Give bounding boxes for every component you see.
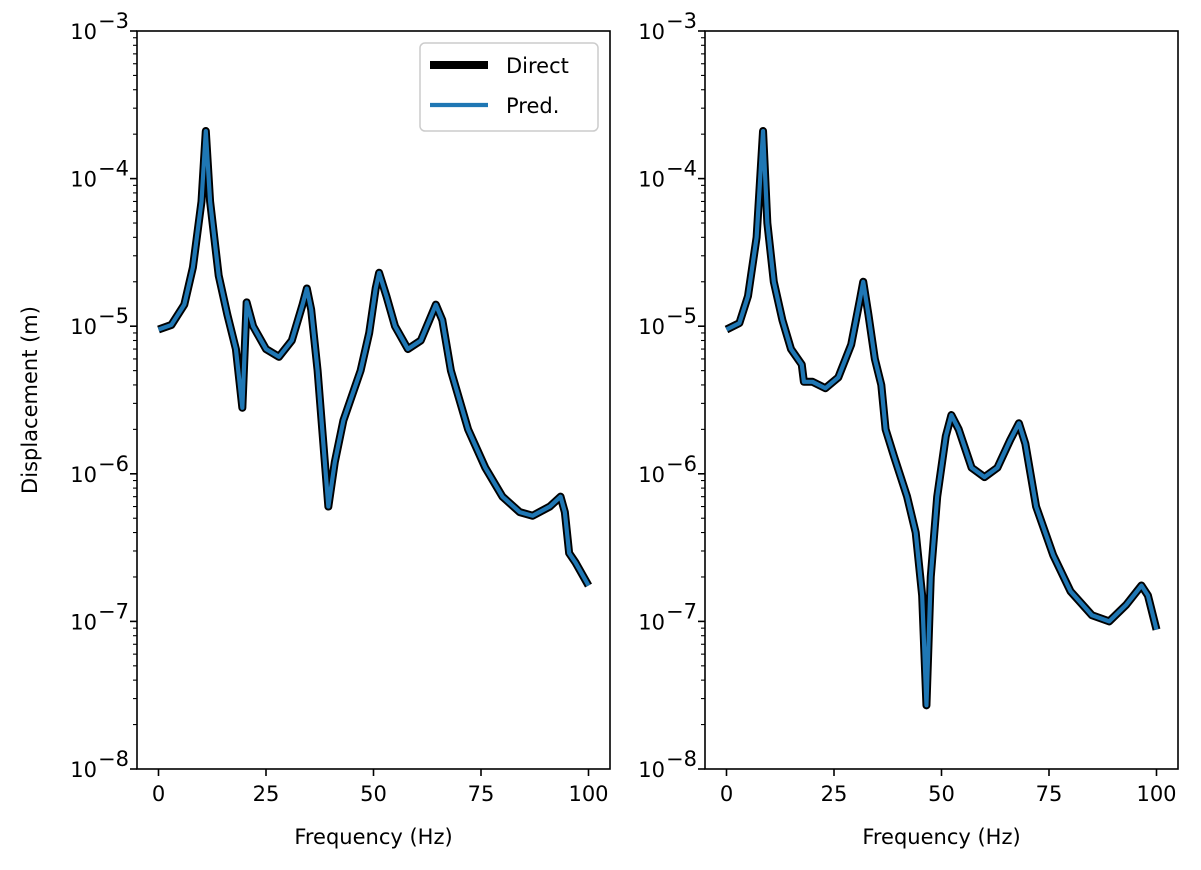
series-line-pred bbox=[725, 128, 1159, 708]
y-tick-exponent: −7 bbox=[98, 599, 129, 623]
y-tick-label: 10 bbox=[638, 168, 665, 192]
axes-frame bbox=[704, 30, 1179, 770]
x-axis-label: Frequency (Hz) bbox=[862, 825, 1020, 849]
y-tick-label: 10 bbox=[70, 20, 97, 44]
x-tick-label: 75 bbox=[468, 782, 495, 806]
y-tick-exponent: −7 bbox=[666, 599, 697, 623]
y-tick-exponent: −4 bbox=[666, 157, 697, 181]
y-tick-label: 10 bbox=[70, 315, 97, 339]
series-line-pred bbox=[157, 128, 591, 587]
legend: Direct Pred. bbox=[419, 42, 599, 132]
y-tick-exponent: −3 bbox=[98, 9, 129, 33]
x-tick-label: 50 bbox=[928, 782, 955, 806]
y-tick-exponent: −5 bbox=[666, 304, 697, 328]
y-tick-exponent: −8 bbox=[98, 747, 129, 771]
x-axis-label: Frequency (Hz) bbox=[294, 825, 452, 849]
y-tick-label: 10 bbox=[70, 610, 97, 634]
x-tick-label: 100 bbox=[1136, 782, 1176, 806]
legend-label: Pred. bbox=[506, 94, 559, 118]
y-tick-label: 10 bbox=[638, 610, 665, 634]
x-tick-label: 25 bbox=[253, 782, 280, 806]
x-tick-label: 100 bbox=[568, 782, 608, 806]
x-tick-label: 0 bbox=[152, 782, 165, 806]
legend-label: Direct bbox=[506, 54, 569, 78]
y-tick-exponent: −6 bbox=[98, 452, 129, 476]
y-tick-label: 10 bbox=[638, 758, 665, 782]
y-tick-exponent: −4 bbox=[98, 157, 129, 181]
y-tick-label: 10 bbox=[70, 758, 97, 782]
y-tick-label: 10 bbox=[638, 20, 665, 44]
x-tick-label: 0 bbox=[720, 782, 733, 806]
y-tick-label: 10 bbox=[638, 463, 665, 487]
y-axis-label: Displacement (m) bbox=[18, 306, 42, 494]
y-tick-label: 10 bbox=[638, 315, 665, 339]
series-line-direct bbox=[157, 127, 592, 588]
x-tick-label: 25 bbox=[821, 782, 848, 806]
y-tick-label: 10 bbox=[70, 168, 97, 192]
x-tick-label: 50 bbox=[360, 782, 387, 806]
y-tick-exponent: −6 bbox=[666, 452, 697, 476]
series-line-direct bbox=[724, 127, 1161, 710]
y-tick-exponent: −3 bbox=[666, 9, 697, 33]
y-tick-exponent: −5 bbox=[98, 304, 129, 328]
x-tick-label: 75 bbox=[1036, 782, 1063, 806]
y-tick-exponent: −8 bbox=[666, 747, 697, 771]
y-tick-label: 10 bbox=[70, 463, 97, 487]
